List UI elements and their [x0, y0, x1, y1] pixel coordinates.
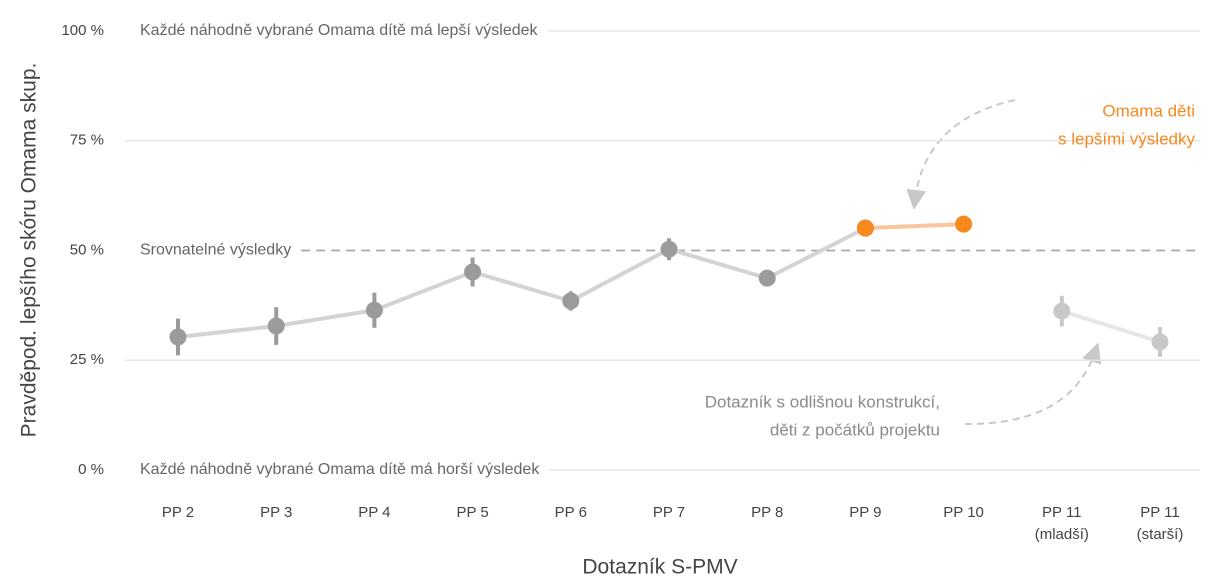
- x-tick-label: PP 10: [943, 504, 984, 521]
- marker: [464, 263, 482, 281]
- annotation: děti z počátků projektu: [770, 420, 940, 439]
- reference-label: Každé náhodně vybrané Omama dítě má lepš…: [140, 22, 539, 39]
- marker: [1053, 302, 1071, 320]
- marker: [660, 240, 678, 258]
- marker: [267, 317, 285, 335]
- x-tick-label: PP 7: [653, 504, 685, 521]
- x-tick-label: PP 11: [1140, 504, 1179, 521]
- x-tick-label: PP 9: [849, 504, 881, 521]
- label-background: [125, 458, 550, 482]
- reference-label: Srovnatelné výsledky: [140, 242, 291, 259]
- label-background: [125, 19, 548, 43]
- line: [865, 222, 964, 231]
- y-tick-label: 75 %: [70, 132, 104, 149]
- x-tick-label: PP 6: [555, 504, 587, 521]
- line: [1061, 309, 1161, 344]
- annotation: Omama děti: [1102, 101, 1195, 120]
- x-tick-label: PP 11: [1042, 504, 1081, 521]
- marker: [758, 269, 776, 287]
- marker: [1151, 333, 1169, 351]
- x-axis-title: Dotazník S-PMV: [582, 556, 737, 579]
- x-tick-label: (starší): [1137, 526, 1184, 543]
- line: [177, 226, 867, 339]
- annotation: s lepšími výsledky: [1058, 129, 1195, 148]
- marker: [169, 328, 187, 346]
- x-tick-label: PP 2: [162, 504, 194, 521]
- annotation: Dotazník s odlišnou konstrukcí,: [705, 392, 940, 411]
- marker: [365, 301, 383, 319]
- y-tick-label: 50 %: [70, 241, 104, 258]
- y-tick-label: 0 %: [78, 461, 104, 478]
- marker: [955, 215, 973, 233]
- label-background: [125, 238, 302, 263]
- arrow: [964, 342, 1102, 426]
- y-tick-label: 25 %: [70, 351, 104, 368]
- arrow: [906, 99, 1016, 210]
- marker: [856, 219, 874, 237]
- x-tick-label: PP 4: [358, 504, 390, 521]
- marker: [562, 292, 580, 310]
- reference-label: Každé náhodně vybrané Omama dítě má horš…: [140, 461, 540, 478]
- x-tick-label: PP 8: [751, 504, 783, 521]
- x-tick-label: PP 5: [456, 504, 488, 521]
- y-tick-label: 100 %: [61, 22, 104, 39]
- y-axis-title: Pravděpod. lepšího skóru Omama skup.: [18, 63, 41, 438]
- x-tick-label: (mladší): [1035, 526, 1089, 543]
- x-tick-label: PP 3: [260, 504, 292, 521]
